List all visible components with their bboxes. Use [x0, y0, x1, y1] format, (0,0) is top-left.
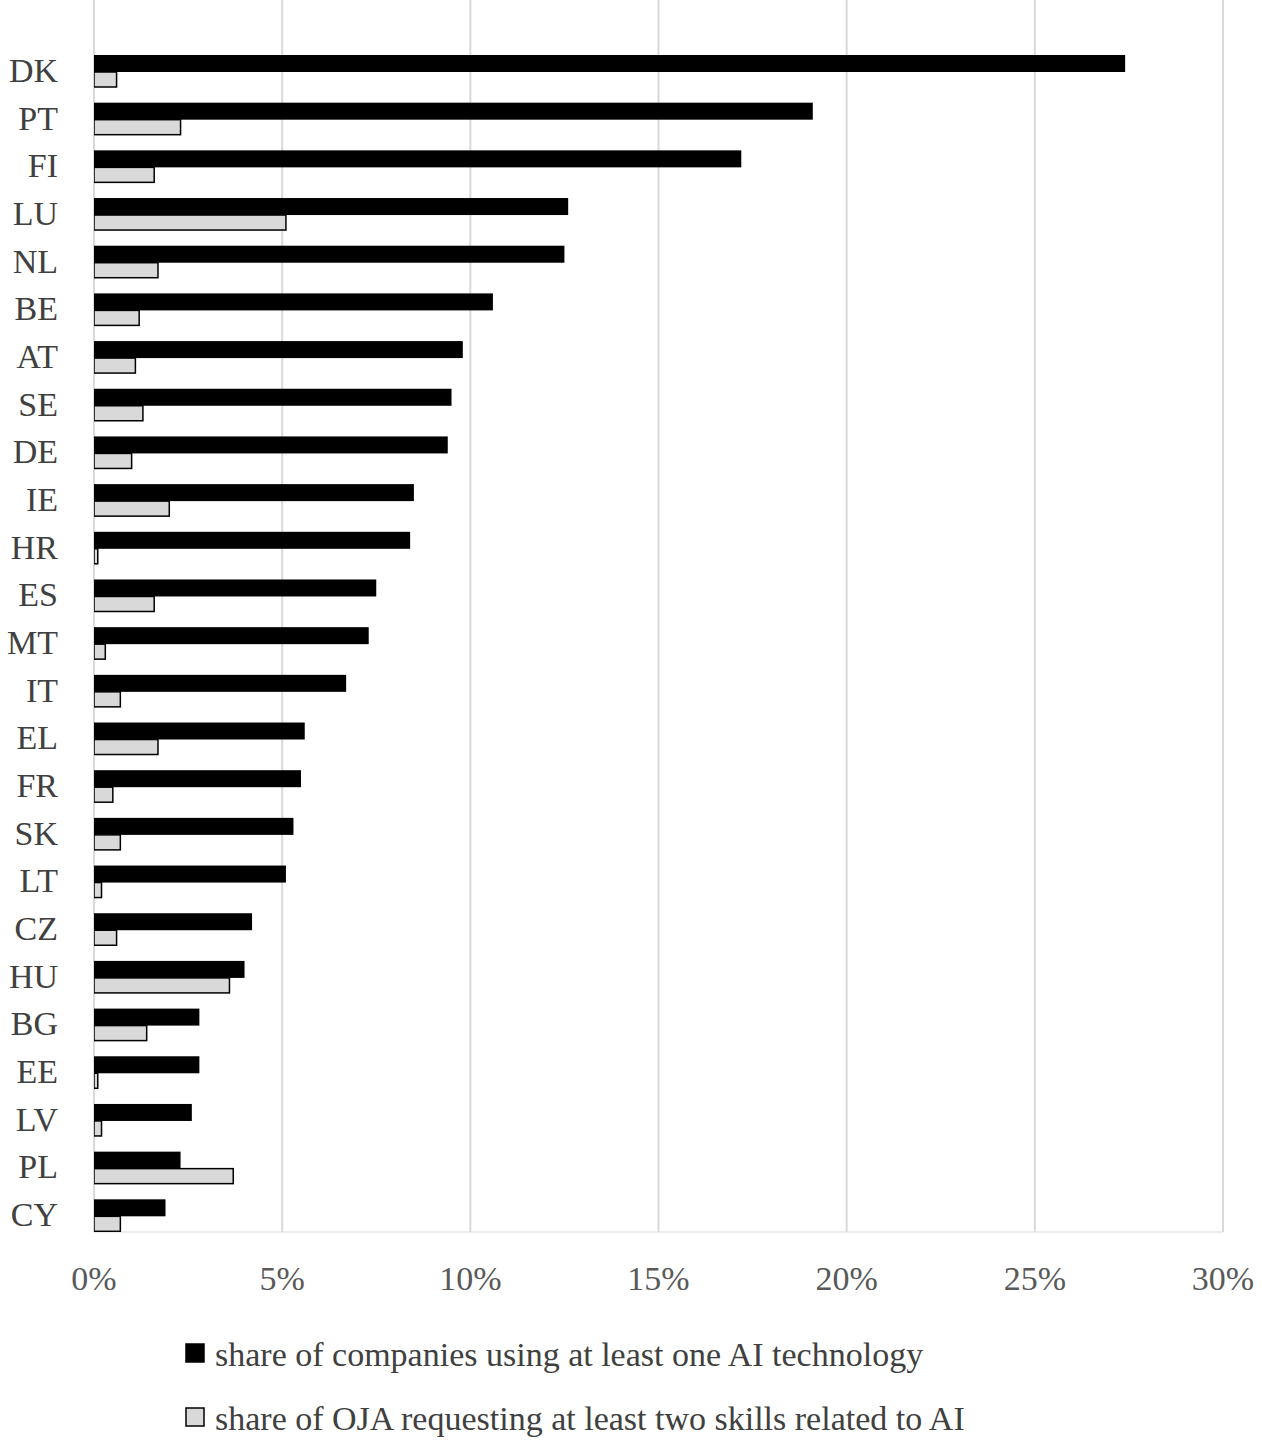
category-label: SK [15, 815, 59, 852]
bar [94, 55, 1125, 72]
bars [94, 55, 1125, 1231]
bar [94, 675, 346, 692]
legend-label: share of companies using at least one AI… [215, 1336, 923, 1373]
legend-swatch [186, 1408, 204, 1426]
bar [94, 341, 463, 358]
grid-line [846, 0, 848, 1232]
category-label: SE [18, 386, 58, 423]
category-label: AT [16, 338, 58, 375]
category-label: BE [15, 290, 58, 327]
grid-line [469, 0, 471, 1232]
tick-label: 20% [816, 1260, 878, 1297]
category-label: HR [11, 529, 59, 566]
category-label: DE [13, 433, 58, 470]
bar [94, 1152, 181, 1169]
bar [94, 246, 564, 263]
bar [94, 835, 120, 850]
bar [94, 1216, 120, 1231]
bar [94, 293, 493, 310]
bar [94, 818, 293, 835]
category-label: ES [18, 576, 58, 613]
bar [94, 198, 568, 215]
bar [94, 72, 117, 87]
chart: 0% 5% 10% 15% 20% 25% 30% DK PT FI LU NL BE AT SE DE IE H… [0, 0, 1262, 1440]
category-label: PL [18, 1148, 58, 1185]
bar [94, 1104, 192, 1121]
bar [94, 961, 245, 978]
tick-label: 5% [260, 1260, 305, 1297]
bar [94, 120, 181, 135]
bar [94, 1121, 102, 1136]
category-label: EL [16, 719, 58, 756]
bar [94, 1056, 199, 1073]
category-label: LV [16, 1101, 59, 1138]
category-label: MT [7, 624, 58, 661]
bar [94, 692, 120, 707]
bar [94, 627, 369, 644]
bar [94, 150, 741, 167]
tick-label: 15% [627, 1260, 689, 1297]
category-label: LT [20, 862, 59, 899]
tick-label: 25% [1004, 1260, 1066, 1297]
bar [94, 484, 414, 501]
bar [94, 770, 301, 787]
category-label: FI [28, 147, 58, 184]
category-label: CZ [15, 910, 58, 947]
bar [94, 436, 448, 453]
axis-line [94, 1232, 1223, 1233]
bar [94, 406, 143, 421]
category-label: EE [16, 1053, 58, 1090]
category-label: FR [16, 767, 58, 804]
category-label: LU [13, 195, 58, 232]
bar [94, 1169, 233, 1184]
bar [94, 215, 286, 230]
bar [94, 913, 252, 930]
category-label: NL [13, 243, 58, 280]
bar [94, 389, 452, 406]
bar [94, 866, 286, 883]
grid-line [93, 0, 95, 1232]
bar [94, 167, 154, 182]
grid-line [281, 0, 283, 1232]
tick-label: 0% [71, 1260, 116, 1297]
bar [94, 930, 117, 945]
bar [94, 103, 813, 120]
grid-line [658, 0, 660, 1232]
bar [94, 596, 154, 611]
bar [94, 1009, 199, 1026]
bar [94, 787, 113, 802]
bar [94, 1073, 98, 1088]
category-label: BG [11, 1005, 58, 1042]
category-label: CY [11, 1196, 58, 1233]
bar [94, 1199, 166, 1216]
grid-line [1034, 0, 1036, 1232]
bar [94, 310, 139, 325]
bar [94, 723, 305, 740]
bar [94, 358, 135, 373]
legend-label: share of OJA requesting at least two ski… [215, 1400, 965, 1437]
category-label: DK [9, 52, 59, 89]
bar [94, 1026, 147, 1041]
bar [94, 453, 132, 468]
bar [94, 883, 102, 898]
category-label: HU [9, 958, 58, 995]
bar [94, 549, 98, 564]
bar [94, 978, 229, 993]
legend-swatch [186, 1344, 204, 1362]
category-label: PT [18, 100, 58, 137]
bar [94, 579, 376, 596]
bar [94, 263, 158, 278]
bar [94, 644, 105, 659]
bar [94, 501, 169, 516]
bar [94, 740, 158, 755]
category-label: IE [26, 481, 58, 518]
tick-label: 10% [439, 1260, 501, 1297]
grid-line [1222, 0, 1224, 1232]
category-label: IT [26, 672, 58, 709]
tick-label: 30% [1192, 1260, 1254, 1297]
bar [94, 532, 410, 549]
